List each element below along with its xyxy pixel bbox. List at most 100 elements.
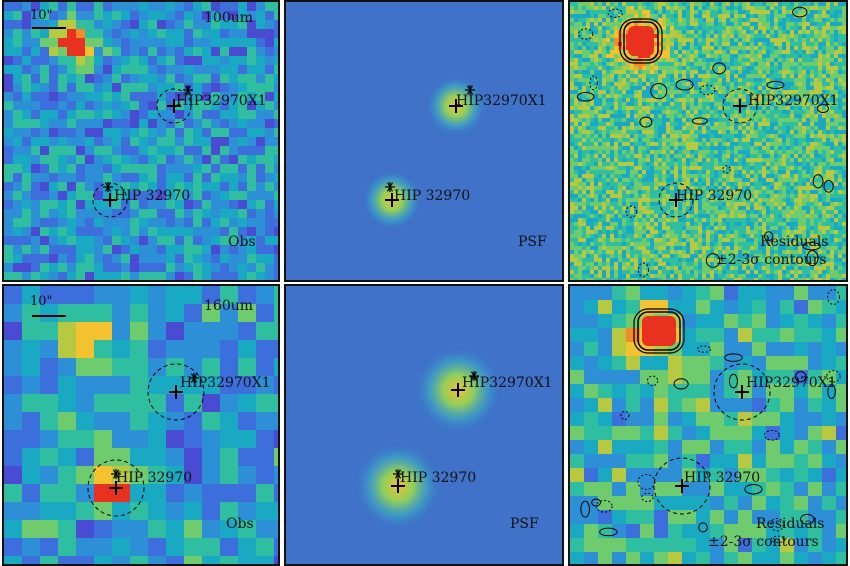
map-pixel <box>714 114 718 118</box>
map-pixel <box>706 86 710 90</box>
map-pixel <box>642 218 646 222</box>
map-pixel <box>758 50 762 54</box>
map-pixel <box>822 94 826 98</box>
map-pixel <box>754 126 758 130</box>
map-pixel <box>682 182 686 186</box>
map-pixel <box>598 134 602 138</box>
map-pixel <box>822 134 826 138</box>
map-pixel <box>758 138 762 142</box>
map-pixel <box>582 198 586 202</box>
map-pixel <box>646 190 650 194</box>
map-pixel <box>770 14 774 18</box>
map-pixel <box>582 138 586 142</box>
map-pixel <box>638 62 642 66</box>
map-pixel <box>778 210 782 214</box>
map-pixel <box>666 174 670 178</box>
map-pixel <box>646 226 650 230</box>
map-pixel <box>730 214 734 218</box>
map-pixel <box>770 58 774 62</box>
map-pixel <box>830 62 834 66</box>
map-pixel <box>630 218 634 222</box>
map-pixel <box>822 22 826 26</box>
map-pixel <box>834 198 838 202</box>
map-pixel <box>754 226 758 230</box>
map-pixel <box>690 10 694 14</box>
map-pixel <box>830 226 834 230</box>
map-pixel <box>766 122 770 126</box>
map-pixel <box>229 245 238 254</box>
map-pixel <box>718 90 722 94</box>
band-label: 100um <box>204 10 254 26</box>
map-pixel <box>698 210 702 214</box>
map-pixel <box>650 90 654 94</box>
map-pixel <box>40 146 49 155</box>
map-pixel <box>714 154 718 158</box>
map-pixel <box>834 190 838 194</box>
map-pixel <box>806 6 810 10</box>
map-pixel <box>770 194 774 198</box>
map-pixel <box>786 46 790 50</box>
map-pixel <box>4 209 13 218</box>
map-pixel <box>794 162 798 166</box>
map-pixel <box>738 114 742 118</box>
map-pixel <box>690 222 694 226</box>
map-pixel <box>702 42 706 46</box>
map-pixel <box>211 110 220 119</box>
map-pixel <box>802 114 806 118</box>
map-pixel <box>274 146 278 155</box>
map-pixel <box>247 2 256 11</box>
map-pixel <box>638 182 642 186</box>
map-pixel <box>220 272 229 280</box>
map-pixel <box>618 142 622 146</box>
map-pixel <box>574 62 578 66</box>
map-pixel <box>76 119 85 128</box>
map-pixel <box>786 138 790 142</box>
map-pixel <box>686 54 690 58</box>
map-pixel <box>670 34 674 38</box>
map-pixel <box>834 50 838 54</box>
map-pixel <box>750 26 754 30</box>
map-pixel <box>610 54 614 58</box>
map-pixel <box>830 190 834 194</box>
map-pixel <box>790 154 794 158</box>
map-pixel <box>810 190 814 194</box>
map-pixel <box>578 162 582 166</box>
map-pixel <box>582 10 586 14</box>
map-pixel <box>166 245 175 254</box>
map-pixel <box>570 58 574 62</box>
map-pixel <box>238 128 247 137</box>
map-pixel <box>758 194 762 198</box>
map-pixel <box>826 186 830 190</box>
map-pixel <box>67 173 76 182</box>
map-pixel <box>139 29 148 38</box>
map-pixel <box>586 14 590 18</box>
map-pixel <box>670 142 674 146</box>
map-pixel <box>842 10 846 14</box>
map-pixel <box>4 74 13 83</box>
map-pixel <box>794 74 798 78</box>
map-pixel <box>678 38 682 42</box>
map-pixel <box>710 50 714 54</box>
map-pixel <box>31 263 40 272</box>
map-pixel <box>838 30 842 34</box>
map-pixel <box>698 118 702 122</box>
map-pixel <box>139 164 148 173</box>
map-pixel <box>802 118 806 122</box>
map-pixel <box>810 210 814 214</box>
map-pixel <box>714 182 718 186</box>
map-pixel <box>834 110 838 114</box>
map-pixel <box>606 110 610 114</box>
map-pixel <box>690 46 694 50</box>
map-pixel <box>774 182 778 186</box>
map-pixel <box>594 82 598 86</box>
map-pixel <box>678 122 682 126</box>
map-pixel <box>602 58 606 62</box>
map-pixel <box>630 178 634 182</box>
map-pixel <box>802 126 806 130</box>
map-pixel <box>638 222 642 226</box>
map-pixel <box>574 26 578 30</box>
map-pixel <box>618 174 622 178</box>
source-label-x1: HIP32970X1 <box>456 93 547 109</box>
map-pixel <box>130 137 139 146</box>
map-pixel <box>746 34 750 38</box>
